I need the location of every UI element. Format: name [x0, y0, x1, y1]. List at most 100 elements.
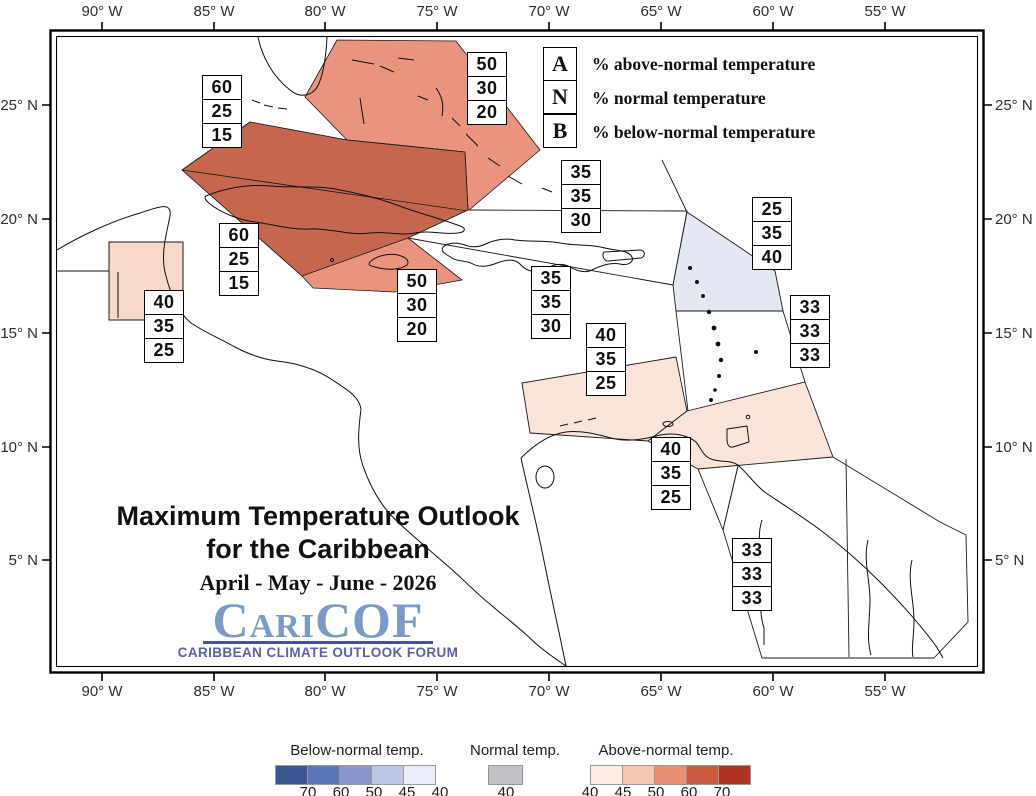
logo-underline: [203, 641, 433, 644]
swatch-above-40: [590, 765, 623, 785]
colorbar-title-normal: Normal temp.: [469, 742, 561, 759]
lon-label-bottom-65w: 65° W: [640, 683, 682, 700]
logo-part1: C: [212, 592, 250, 648]
prob-below: 33: [733, 586, 771, 610]
prob-box-abc-islands: 40 35 25: [586, 323, 626, 396]
lat-label-left-15n: 15° N: [0, 325, 38, 342]
lat-label-right-15n: 15° N: [995, 325, 1033, 342]
colorbar-title-above: Above-normal temp.: [598, 742, 734, 759]
prob-below: 33: [791, 343, 829, 367]
swatch-below-50: [339, 765, 372, 785]
lon-label-bottom-85w: 85° W: [193, 683, 235, 700]
map-title-line1: Maximum Temperature Outlook: [116, 501, 520, 531]
colorbar-above-label-40: 40: [581, 784, 599, 796]
prob-box-eastern-caribbean: 35 35 30: [531, 266, 571, 339]
prob-below: 20: [398, 317, 436, 341]
lon-label-bottom-60w: 60° W: [752, 683, 794, 700]
coast-hispaniola: [441, 238, 633, 273]
prob-below: 15: [220, 271, 258, 295]
coast-central-america: [57, 206, 567, 666]
lon-label-bottom-55w: 55° W: [864, 683, 906, 700]
prob-normal: 35: [145, 314, 183, 338]
prob-above: 25: [761, 199, 783, 219]
prob-above: 33: [799, 297, 821, 317]
coast-puerto-rico: [602, 249, 645, 262]
swatch-above-70: [718, 765, 751, 785]
swatch-above-45: [622, 765, 655, 785]
isla-margarita: [662, 421, 674, 427]
coastlines: [57, 37, 944, 666]
prob-below: 40: [753, 245, 791, 269]
colorbar-below-swatches: [275, 765, 436, 785]
prob-below: 15: [203, 123, 241, 147]
swatch-below-40: [403, 765, 436, 785]
legend-row-above: A % above-normal temperature: [543, 47, 815, 81]
florida-keys: [251, 99, 288, 110]
prob-normal: 35: [753, 221, 791, 245]
colorbar-normal-label-40: 40: [497, 784, 515, 796]
prob-above: 40: [660, 439, 682, 459]
colorbar-title-below: Below-normal temp.: [290, 742, 424, 759]
swatch-below-60: [307, 765, 340, 785]
legend-key-n: N: [543, 80, 577, 115]
swatch-normal-40: [488, 765, 523, 785]
prob-above: 35: [570, 162, 592, 182]
prob-box-belize: 40 35 25: [144, 290, 184, 363]
swatch-below-70: [275, 765, 308, 785]
coast-florida: [257, 37, 328, 96]
lon-label-bottom-80w: 80° W: [304, 683, 346, 700]
logo-part3: COF: [314, 592, 424, 648]
lon-label-bottom-90w: 90° W: [81, 683, 123, 700]
prob-above: 33: [741, 540, 763, 560]
map-title-line2: for the Caribbean: [206, 534, 430, 564]
prob-box-cuba-west: 60 25 15: [202, 75, 242, 148]
lake-maracaibo: [535, 465, 555, 489]
prob-box-hispaniola: 35 35 30: [561, 160, 601, 233]
coast-trinidad: [726, 425, 750, 448]
prob-below: 25: [587, 371, 625, 395]
legend-label-below: % below-normal temperature: [592, 121, 816, 142]
prob-above: 50: [476, 54, 498, 74]
prob-box-leeward-islands: 25 35 40: [752, 197, 792, 270]
lesser-antilles-arc: [688, 266, 758, 402]
prob-above: 40: [595, 325, 617, 345]
legend-label-normal: % normal temperature: [592, 87, 766, 108]
colorbar-above-label-50: 50: [647, 784, 665, 796]
lat-label-left-5n: 5° N: [8, 552, 38, 569]
colorbar-below-label-60: 60: [332, 784, 350, 796]
prob-above: 60: [228, 225, 250, 245]
prob-normal: 33: [791, 319, 829, 343]
colorbar-above-swatches: [590, 765, 751, 785]
prob-above: 35: [540, 268, 562, 288]
swatch-above-50: [654, 765, 687, 785]
prob-normal: 30: [398, 293, 436, 317]
lon-label-top-80w: 80° W: [304, 3, 346, 20]
prob-below: 30: [562, 208, 600, 232]
prob-box-trinidad: 40 35 25: [651, 437, 691, 510]
swatch-below-45: [371, 765, 404, 785]
map-outer-frame: [49, 29, 985, 674]
colorbar-normal-swatch: [488, 765, 523, 785]
prob-above: 50: [406, 271, 428, 291]
abc-islands: [559, 417, 597, 427]
lon-label-top-70w: 70° W: [528, 3, 570, 20]
legend-key-a: A: [543, 47, 577, 81]
legend-row-below: B % below-normal temperature: [543, 114, 816, 149]
lon-label-top-55w: 55° W: [864, 3, 906, 20]
coast-colombia: [520, 457, 567, 666]
lon-label-top-60w: 60° W: [752, 3, 794, 20]
prob-above: 60: [211, 77, 233, 97]
zone-boundary-northeast: [661, 159, 688, 213]
bahamas-islands: [351, 57, 553, 193]
coast-cuba: [204, 185, 465, 235]
prob-normal: 25: [203, 99, 241, 123]
lat-label-right-10n: 10° N: [995, 439, 1033, 456]
prob-box-bahamas: 50 30 20: [467, 52, 507, 125]
map-period: April - May - June - 2026: [199, 570, 437, 595]
prob-box-cuba-south: 60 25 15: [219, 223, 259, 296]
country-borders: [57, 270, 739, 531]
coast-south-america: [520, 431, 944, 659]
prob-normal: 35: [562, 184, 600, 208]
prob-box-windward-islands: 33 33 33: [790, 295, 830, 368]
